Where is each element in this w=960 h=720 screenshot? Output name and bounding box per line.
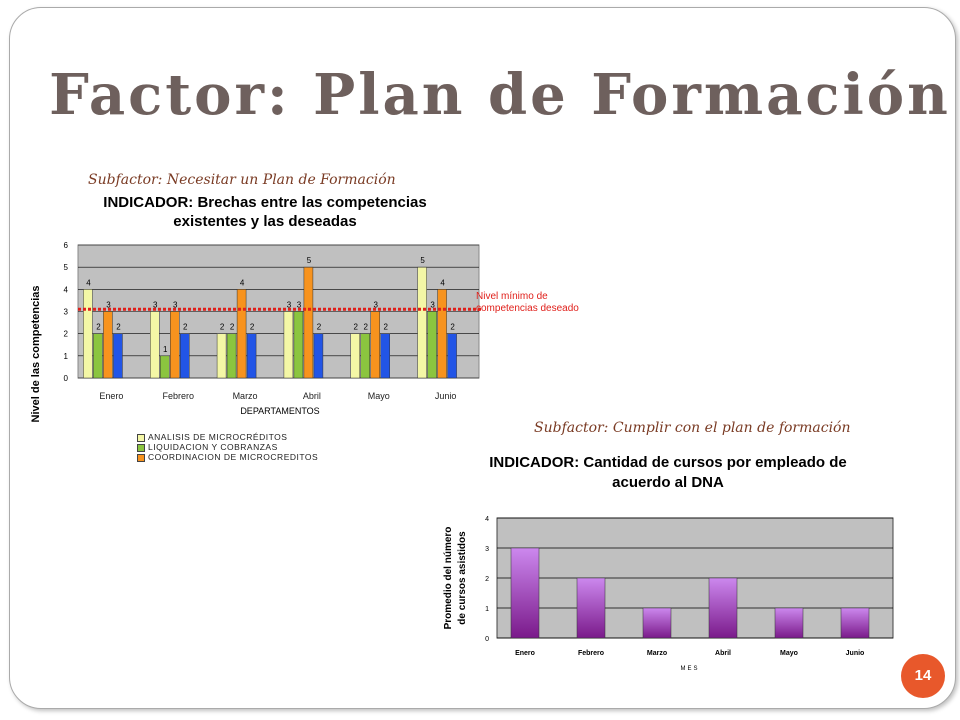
reference-line-note: Nivel mínimo de competencias deseado (476, 291, 579, 315)
slide-title: Factor: Plan de Formación (49, 62, 951, 128)
legend-item-3: COORDINACION DE MICROCREDITOS (137, 452, 318, 462)
legend-item-1: ANALISIS DE MICROCRÉDITOS (137, 432, 287, 442)
chart2-title-line2: acuerdo al DNA (612, 474, 724, 491)
legend-swatch-1 (137, 433, 145, 442)
legend-swatch-2 (137, 443, 145, 452)
chart1-title-line1: INDICADOR: Brechas entre las competencia… (103, 194, 427, 211)
legend-label-2: LIQUIDACION Y COBRANZAS (148, 442, 278, 452)
subfactor-1-heading: Subfactor: Necesitar un Plan de Formació… (88, 172, 396, 188)
reference-note-line1: Nivel mínimo de (476, 291, 548, 302)
chart1-title: INDICADOR: Brechas entre las competencia… (60, 193, 470, 231)
legend-item-2: LIQUIDACION Y COBRANZAS (137, 442, 278, 452)
page-number-badge: 14 (901, 654, 945, 698)
subfactor-2-heading: Subfactor: Cumplir con el plan de formac… (534, 420, 851, 436)
chart2-title: INDICADOR: Cantidad de cursos por emplea… (468, 453, 868, 493)
chart2-title-line1: INDICADOR: Cantidad de cursos por emplea… (489, 454, 847, 471)
legend-label-3: COORDINACION DE MICROCREDITOS (148, 452, 319, 462)
reference-note-line2: competencias deseado (476, 303, 579, 314)
legend-swatch-3 (137, 453, 145, 462)
chart1-title-line2: existentes y las deseadas (173, 213, 357, 230)
legend-label-1: ANALISIS DE MICROCRÉDITOS (148, 432, 288, 442)
